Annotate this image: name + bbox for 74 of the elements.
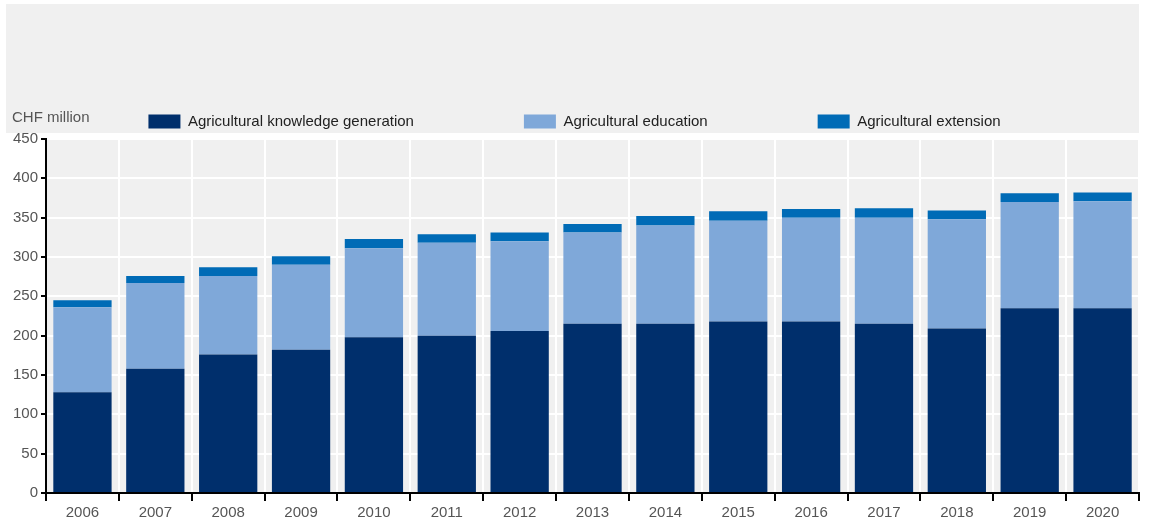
bar xyxy=(636,225,695,324)
bar xyxy=(854,217,914,324)
x-tick-label: 2011 xyxy=(430,503,463,521)
x-tick-label: 2007 xyxy=(138,503,173,521)
bar xyxy=(344,238,404,249)
bar xyxy=(417,335,476,492)
bar xyxy=(781,217,841,322)
bar xyxy=(563,232,622,324)
bar xyxy=(854,323,914,492)
bar xyxy=(271,349,331,492)
x-tick-label: 2012 xyxy=(502,503,537,521)
bar xyxy=(1073,192,1132,202)
bar xyxy=(927,219,986,329)
bar xyxy=(781,209,841,218)
y-tick-label: 400 xyxy=(13,168,39,186)
x-tick-label: 2020 xyxy=(1085,503,1120,521)
y-tick-label: 450 xyxy=(13,129,39,147)
bar xyxy=(927,210,986,220)
y-tick-label: 150 xyxy=(13,365,39,383)
x-tick-label: 2015 xyxy=(721,503,755,521)
bar xyxy=(563,223,622,233)
bar xyxy=(53,307,112,393)
x-tick-label: 2016 xyxy=(794,503,828,521)
bar xyxy=(636,323,695,492)
bar xyxy=(271,264,331,350)
bar xyxy=(344,248,404,338)
bar xyxy=(490,232,549,242)
y-axis-title: CHF million xyxy=(12,107,90,125)
x-tick-label: 2018 xyxy=(940,503,974,521)
bar xyxy=(1073,201,1132,309)
x-tick-label: 2014 xyxy=(648,503,683,521)
x-tick-label: 2017 xyxy=(867,503,901,521)
bar xyxy=(53,392,112,492)
legend-label: Agricultural knowledge generation xyxy=(187,111,414,129)
bar xyxy=(417,242,476,336)
bar xyxy=(1000,193,1059,202)
y-tick-label: 200 xyxy=(13,325,39,343)
bar xyxy=(1073,308,1132,492)
x-tick-label: 2009 xyxy=(284,503,318,521)
bar xyxy=(126,282,185,369)
legend-label: Agricultural education xyxy=(563,111,708,129)
x-tick-label: 2010 xyxy=(357,503,391,521)
bar xyxy=(709,211,768,221)
bar xyxy=(636,216,695,226)
bar xyxy=(126,275,185,283)
y-tick-label: 300 xyxy=(13,247,39,265)
bar xyxy=(927,328,986,492)
bar xyxy=(781,321,841,492)
y-tick-label: 100 xyxy=(13,404,39,422)
bar xyxy=(199,275,258,355)
x-tick-label: 2006 xyxy=(65,503,100,521)
bar xyxy=(199,267,258,276)
bar xyxy=(1000,201,1059,309)
bar xyxy=(344,337,404,492)
bar xyxy=(199,354,258,492)
y-tick-label: 350 xyxy=(13,207,39,225)
x-tick-label: 2008 xyxy=(211,503,245,521)
y-tick-label: 0 xyxy=(29,483,39,501)
bar xyxy=(126,368,185,492)
legend-label: Agricultural extension xyxy=(857,111,1001,129)
bar xyxy=(53,300,112,308)
x-tick-label: 2013 xyxy=(575,503,610,521)
x-tick-label: 2019 xyxy=(1013,503,1047,521)
bar xyxy=(1000,308,1059,492)
bar xyxy=(709,321,768,492)
bar xyxy=(490,241,549,331)
bar xyxy=(271,256,331,265)
bar xyxy=(854,208,914,218)
bar xyxy=(417,234,476,243)
bar xyxy=(490,330,549,492)
y-tick-label: 250 xyxy=(13,286,39,304)
y-tick-label: 50 xyxy=(21,443,39,461)
bar xyxy=(563,323,622,492)
bar xyxy=(709,220,768,322)
